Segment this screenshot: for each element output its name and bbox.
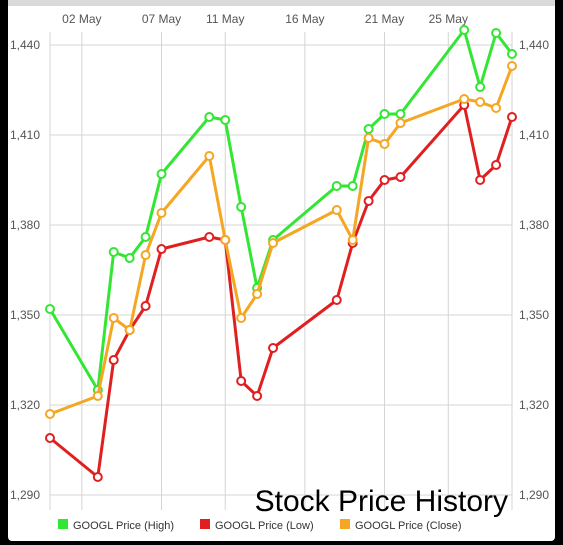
grid-layer xyxy=(49,32,513,510)
data-point xyxy=(379,139,390,149)
data-point xyxy=(268,238,279,248)
stock-price-chart: 1,290 1,290 1,320 1,320 1,350 1,350 1,380 1,380… xyxy=(10,12,549,532)
y-tick-label-right: 1,290 xyxy=(519,488,549,502)
data-point xyxy=(124,253,135,263)
data-point xyxy=(204,232,215,242)
data-point xyxy=(507,112,517,122)
data-point xyxy=(331,181,342,191)
axis-layer: 1,290 1,290 1,320 1,320 1,350 1,350 1,380 1,380… xyxy=(10,12,549,502)
data-point xyxy=(156,169,167,179)
legend: GOOGL Price (High) GOOGL Price (Low) GOOGL… xyxy=(58,519,462,532)
data-point xyxy=(252,391,263,401)
data-point xyxy=(220,115,231,125)
data-point xyxy=(395,172,406,182)
data-point xyxy=(379,109,390,119)
data-point xyxy=(204,151,215,161)
data-point xyxy=(140,250,151,260)
data-point xyxy=(236,202,247,212)
data-point xyxy=(236,313,247,323)
data-point xyxy=(331,205,342,215)
data-point xyxy=(475,82,486,92)
y-tick-label-left: 1,320 xyxy=(10,398,40,412)
data-point xyxy=(347,181,358,191)
y-tick-label-left: 1,440 xyxy=(10,38,40,52)
x-tick-label: 02 May xyxy=(62,12,101,26)
x-tick-label: 16 May xyxy=(285,12,324,26)
chart-card: 1,290 1,290 1,320 1,320 1,350 1,350 1,380 1,380… xyxy=(8,0,555,541)
data-point xyxy=(379,175,390,185)
series-line xyxy=(49,65,514,416)
y-tick-label-left: 1,410 xyxy=(10,128,40,142)
series-close xyxy=(45,61,517,419)
series-layer xyxy=(45,25,517,482)
y-tick-label-right: 1,410 xyxy=(519,128,549,142)
legend-swatch xyxy=(200,519,210,529)
y-tick-label-right: 1,380 xyxy=(519,218,549,232)
data-point xyxy=(331,295,342,305)
y-tick-label-left: 1,350 xyxy=(10,308,40,322)
data-point xyxy=(156,244,167,254)
data-point xyxy=(475,175,486,185)
top-bar xyxy=(8,0,555,6)
legend-label: GOOGL Price (High) xyxy=(73,520,174,532)
x-tick-label: 11 May xyxy=(206,12,244,26)
x-tick-label: 25 May xyxy=(429,12,468,26)
data-point xyxy=(363,133,374,143)
data-point xyxy=(507,61,517,71)
data-point xyxy=(347,235,358,245)
data-point xyxy=(363,124,374,134)
data-point xyxy=(491,160,502,170)
data-point xyxy=(252,289,263,299)
data-point xyxy=(507,49,517,59)
legend-label: GOOGL Price (Low) xyxy=(215,520,314,532)
data-point xyxy=(45,304,55,314)
data-point xyxy=(395,109,406,119)
data-point xyxy=(108,247,119,257)
data-point xyxy=(459,94,470,104)
data-point xyxy=(140,301,151,311)
data-point xyxy=(459,25,470,35)
data-point xyxy=(45,409,55,419)
data-point xyxy=(268,343,279,353)
legend-swatch xyxy=(58,519,68,529)
y-tick-label-left: 1,380 xyxy=(10,218,40,232)
data-point xyxy=(236,376,247,386)
series-low xyxy=(45,100,517,482)
data-point xyxy=(363,196,374,206)
data-point xyxy=(220,235,231,245)
data-point xyxy=(108,355,119,365)
y-tick-label-right: 1,350 xyxy=(519,308,549,322)
legend-label: GOOGL Price (Close) xyxy=(355,520,462,532)
x-tick-label: 07 May xyxy=(142,12,181,26)
data-point xyxy=(92,472,103,482)
data-point xyxy=(395,118,406,128)
data-point xyxy=(475,97,486,107)
series-line xyxy=(48,28,514,392)
y-tick-label-left: 1,290 xyxy=(10,488,40,502)
data-point xyxy=(140,232,151,242)
x-tick-label: 21 May xyxy=(365,12,404,26)
chart-title: Stock Price History xyxy=(255,485,508,518)
data-point xyxy=(491,28,502,38)
data-point xyxy=(491,103,502,113)
legend-swatch xyxy=(340,519,350,529)
y-tick-label-right: 1,440 xyxy=(519,38,549,52)
series-line xyxy=(49,103,514,479)
series-high xyxy=(45,25,517,395)
data-point xyxy=(45,433,55,443)
data-point xyxy=(156,208,167,218)
data-point xyxy=(204,112,215,122)
data-point xyxy=(92,391,103,401)
data-point xyxy=(124,325,135,335)
y-tick-label-right: 1,320 xyxy=(519,398,549,412)
data-point xyxy=(108,313,119,323)
